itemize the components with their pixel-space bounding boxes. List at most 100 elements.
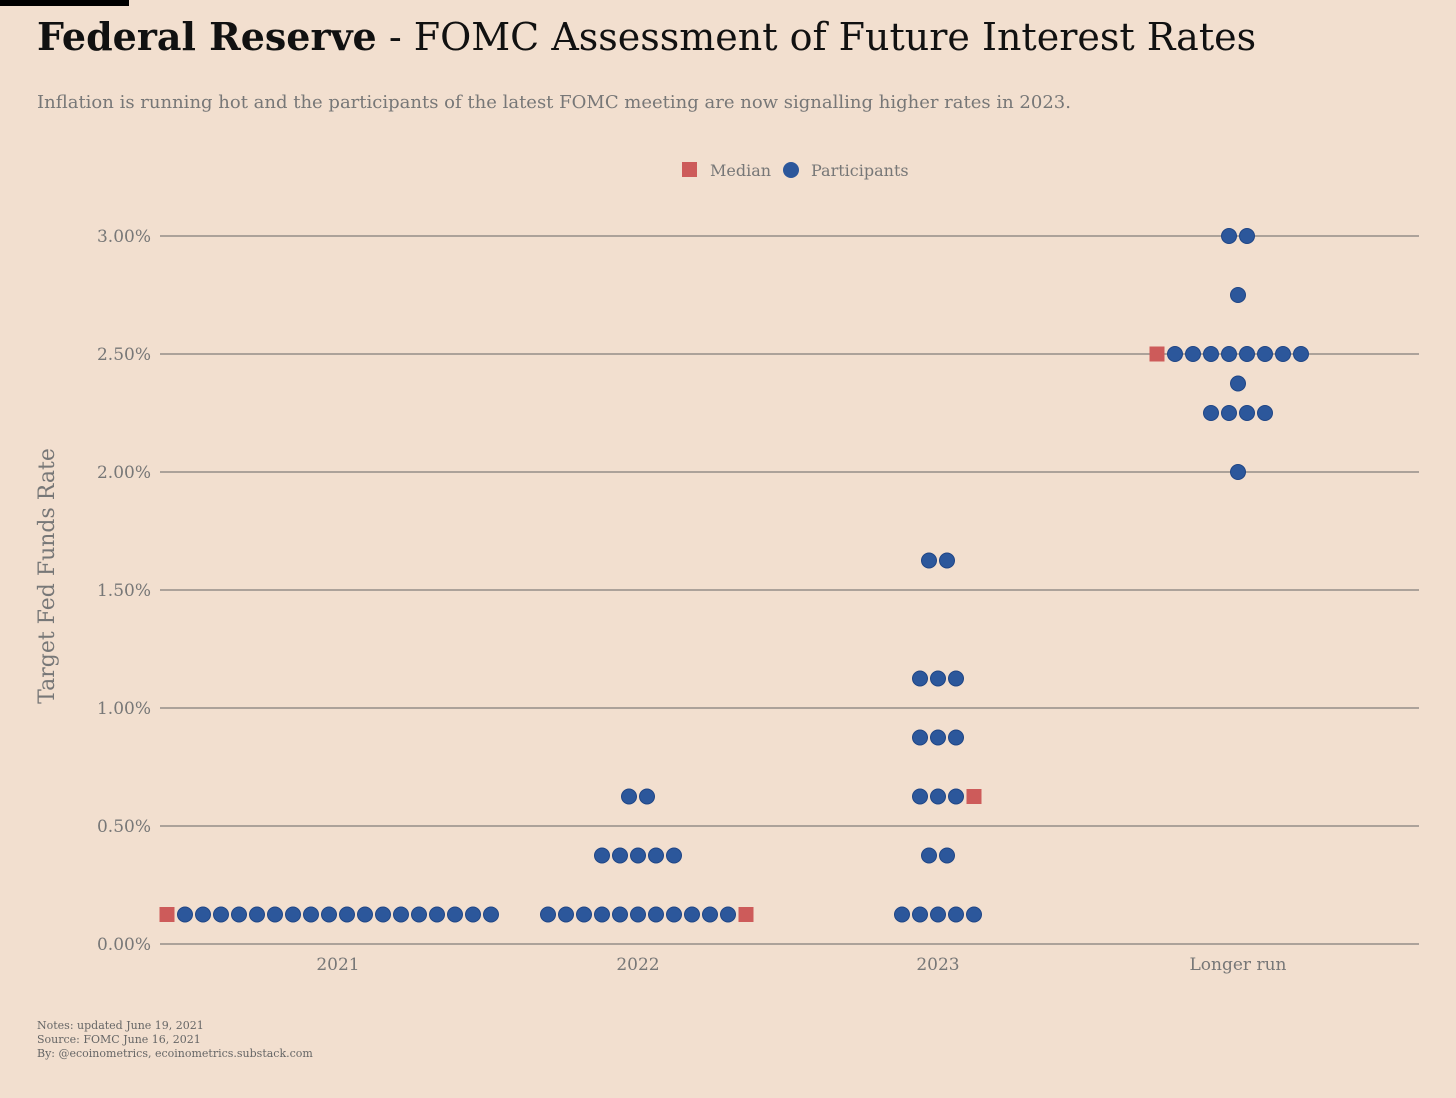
- participant-dot: [948, 729, 964, 746]
- participant-dot: [195, 906, 211, 923]
- participant-dot: [630, 906, 646, 923]
- legend-participants-label: Participants: [811, 161, 909, 180]
- x-axis-categories: 2021 2022 2023 Longer run: [316, 955, 1286, 975]
- y-tick-label: 0.50%: [97, 817, 151, 837]
- legend-participants-swatch: [783, 162, 799, 178]
- y-axis-ticks: 0.00% 0.50% 1.00% 1.50% 2.00% 2.50% 3.00%: [97, 227, 151, 955]
- subtitle: Inflation is running hot and the partici…: [37, 92, 1071, 113]
- participant-dot: [1203, 405, 1219, 421]
- participant-dot: [621, 788, 637, 805]
- top-accent-bar: [0, 0, 129, 6]
- participant-dot: [648, 906, 664, 923]
- legend-median-label: Median: [710, 161, 771, 180]
- notes-source: Source: FOMC June 16, 2021: [37, 1033, 201, 1046]
- participant-dot: [930, 788, 946, 805]
- title-bold: Federal Reserve: [37, 14, 377, 59]
- y-tick-label: 2.50%: [97, 345, 151, 365]
- participant-dot: [921, 552, 937, 569]
- participant-dot: [339, 906, 355, 923]
- participant-dot: [939, 847, 955, 864]
- participant-dot: [1230, 375, 1246, 392]
- participant-dot: [1230, 287, 1246, 303]
- participant-dot: [1293, 346, 1309, 362]
- participant-dot: [303, 906, 319, 923]
- median-marker: [966, 789, 982, 804]
- participant-dot: [966, 906, 982, 923]
- x-category-label: 2022: [616, 955, 659, 975]
- participant-dot: [930, 670, 946, 687]
- participant-dot: [213, 906, 229, 923]
- chart-marks: [159, 228, 1309, 923]
- median-marker: [738, 907, 754, 922]
- participant-dot: [666, 906, 682, 923]
- participant-dot: [540, 906, 556, 923]
- participant-dot: [375, 906, 391, 923]
- legend: Median Participants: [682, 161, 909, 180]
- participant-dot: [321, 906, 337, 923]
- participant-dot: [483, 906, 499, 923]
- participant-dot: [912, 906, 928, 923]
- participant-dot: [666, 847, 682, 864]
- participant-dot: [1185, 346, 1201, 362]
- participant-dot: [285, 906, 301, 923]
- participant-dot: [1239, 405, 1255, 421]
- participant-dot: [912, 670, 928, 687]
- dot-plot-chart: 0.00% 0.50% 1.00% 1.50% 2.00% 2.50% 3.00% 2021…: [35, 161, 1419, 975]
- participant-dot: [393, 906, 409, 923]
- participant-dot: [1221, 228, 1237, 244]
- participant-dot: [249, 906, 265, 923]
- participant-dot: [1239, 228, 1255, 244]
- participant-dot: [948, 788, 964, 805]
- participant-dot: [1257, 346, 1273, 362]
- participant-dot: [231, 906, 247, 923]
- participant-dot: [1275, 346, 1291, 362]
- participant-dot: [912, 788, 928, 805]
- participant-dot: [594, 847, 610, 864]
- participant-dot: [930, 906, 946, 923]
- participant-dot: [639, 788, 655, 805]
- participant-dot: [930, 729, 946, 746]
- gridlines: [160, 235, 1419, 945]
- participant-dot: [612, 906, 628, 923]
- participant-dot: [177, 906, 193, 923]
- y-tick-label: 1.50%: [97, 581, 151, 601]
- x-category-label: Longer run: [1190, 955, 1287, 975]
- y-axis-label: Target Fed Funds Rate: [35, 448, 60, 704]
- participant-dot: [1221, 405, 1237, 421]
- y-tick-label: 2.00%: [97, 463, 151, 483]
- median-marker: [1149, 346, 1165, 362]
- participant-dot: [447, 906, 463, 923]
- participant-dot: [720, 906, 736, 923]
- participant-dot: [594, 906, 610, 923]
- participant-dot: [612, 847, 628, 864]
- participant-dot: [948, 670, 964, 687]
- participant-dot: [912, 729, 928, 746]
- participant-dot: [894, 906, 910, 923]
- notes-updated: Notes: updated June 19, 2021: [37, 1019, 204, 1032]
- participant-dot: [684, 906, 700, 923]
- participant-dot: [267, 906, 283, 923]
- participant-dot: [576, 906, 592, 923]
- legend-median-swatch: [682, 162, 697, 177]
- participant-dot: [939, 552, 955, 569]
- participant-dot: [558, 906, 574, 923]
- participant-dot: [921, 847, 937, 864]
- participant-dot: [429, 906, 445, 923]
- title-rest: - FOMC Assessment of Future Interest Rat…: [376, 15, 1257, 59]
- participant-dot: [702, 906, 718, 923]
- participant-dot: [357, 906, 373, 923]
- participant-dot: [648, 847, 664, 864]
- median-marker: [159, 907, 175, 922]
- x-category-label: 2021: [316, 955, 359, 975]
- participant-dot: [1221, 346, 1237, 362]
- participant-dot: [1230, 464, 1246, 480]
- y-tick-label: 3.00%: [97, 227, 151, 247]
- participant-dot: [465, 906, 481, 923]
- footnotes: Notes: updated June 19, 2021 Source: FOM…: [37, 1019, 313, 1061]
- participant-dot: [1203, 346, 1219, 362]
- participant-dot: [630, 847, 646, 864]
- participant-dot: [948, 906, 964, 923]
- notes-byline: By: @ecoinometrics, ecoinometrics.substa…: [37, 1047, 313, 1060]
- participant-dot: [411, 906, 427, 923]
- y-tick-label: 1.00%: [97, 699, 151, 719]
